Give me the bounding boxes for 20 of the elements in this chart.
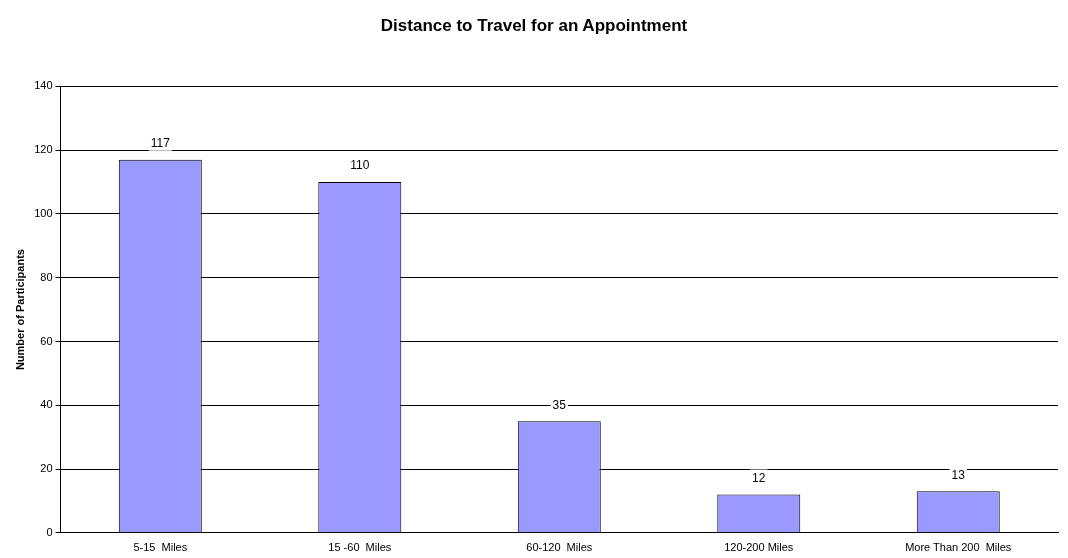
y-tick-label: 0 <box>46 525 53 538</box>
y-tick-label: 140 <box>34 79 53 92</box>
data-label: 13 <box>951 467 966 482</box>
data-label: 117 <box>150 136 171 151</box>
y-tick-label: 80 <box>40 270 53 283</box>
data-label: 12 <box>752 470 766 485</box>
x-tick-label: More Than 200 Miles <box>905 541 1012 554</box>
y-axis-title: Number of Participants <box>13 249 26 371</box>
x-tick-label: 5-15 Miles <box>133 541 188 554</box>
x-tick-label: 15 -60 Miles <box>328 541 392 554</box>
y-tick-label: 100 <box>34 206 53 219</box>
x-tick-label: 120-200 Miles <box>724 541 794 554</box>
chart-title: Distance to Travel for an Appointment <box>380 15 688 35</box>
data-label: 35 <box>552 397 567 412</box>
x-tick-label: 60-120 Miles <box>526 541 593 554</box>
data-label: 110 <box>350 158 370 173</box>
y-tick-label: 60 <box>40 334 53 347</box>
y-tick-label: 40 <box>40 398 53 411</box>
y-tick-label: 120 <box>34 143 53 156</box>
y-tick-label: 20 <box>40 462 53 475</box>
